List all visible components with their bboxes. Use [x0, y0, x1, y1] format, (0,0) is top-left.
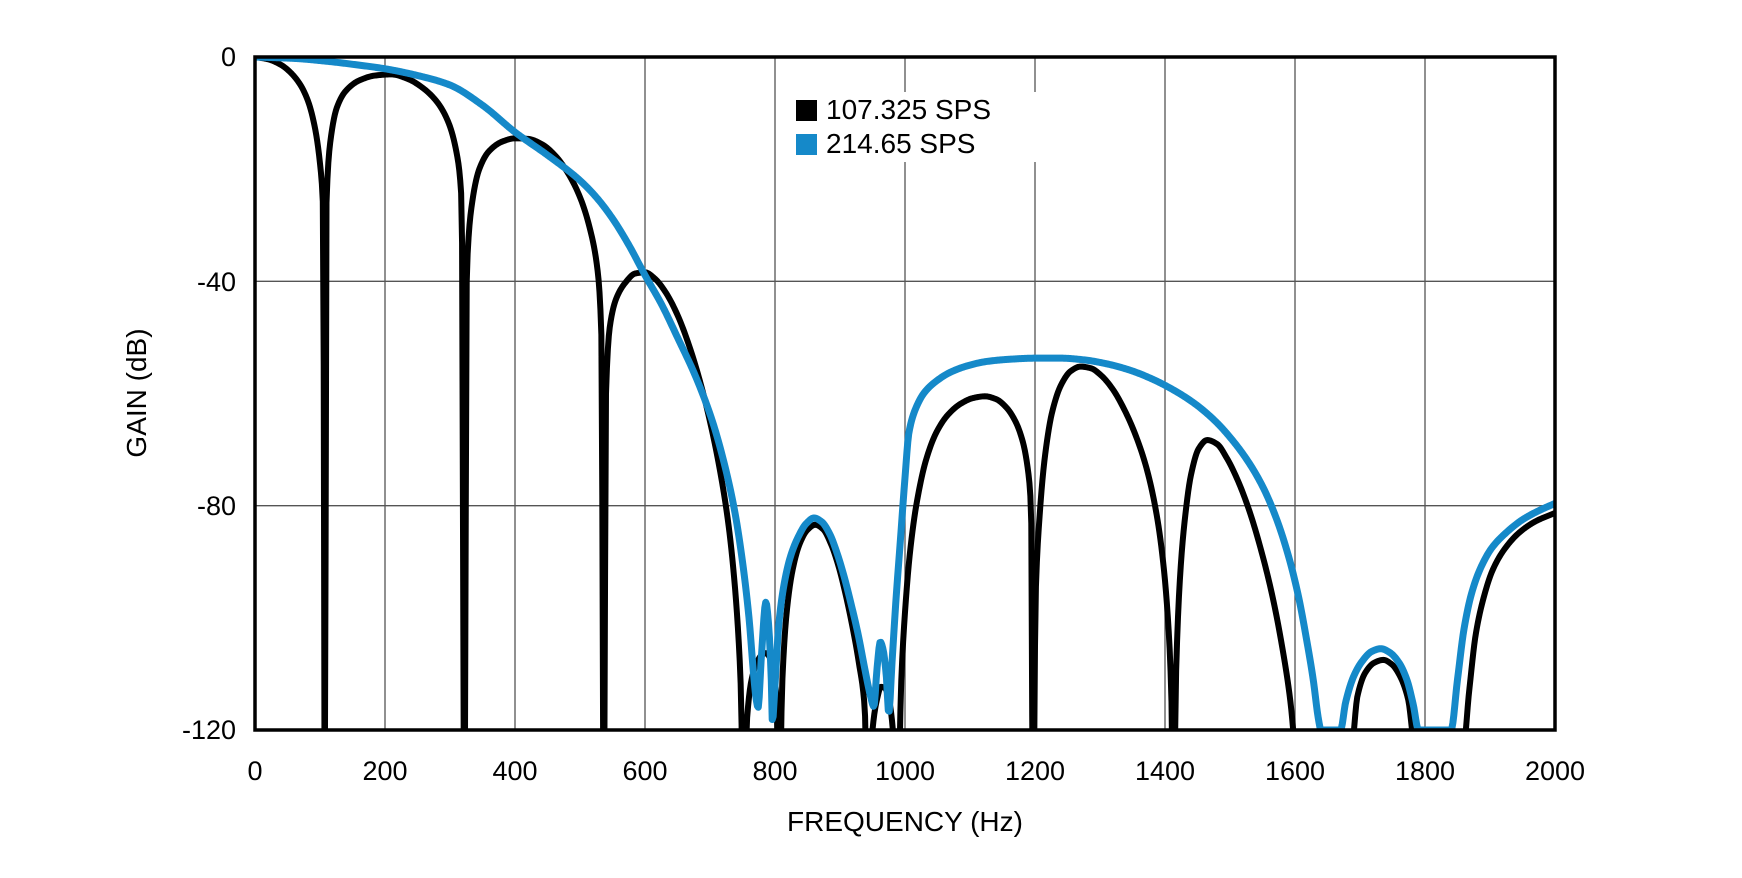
x-tick-label-800: 800 — [752, 756, 798, 786]
x-tick-label-1200: 1200 — [1004, 756, 1066, 786]
x-tick-label-1600: 1600 — [1264, 756, 1326, 786]
x-tick-label-1800: 1800 — [1394, 756, 1456, 786]
x-tick-label-600: 600 — [622, 756, 668, 786]
x-tick-label-1400: 1400 — [1134, 756, 1196, 786]
legend-item-214sps: 214.65 SPS — [788, 128, 1042, 160]
x-tick-label-2000: 2000 — [1524, 756, 1586, 786]
y-tick-label-120: -120 — [181, 715, 236, 745]
y-axis-title: GAIN (dB) — [121, 328, 152, 458]
legend: 107.325 SPS 214.65 SPS — [788, 92, 1042, 162]
curves — [255, 57, 1555, 730]
y-tick-label-80: -80 — [196, 491, 236, 521]
series-curve-107sps — [255, 57, 1555, 730]
series-curve-214sps — [255, 57, 1555, 730]
plot-border — [253, 55, 1557, 732]
y-tick-label-40: -40 — [196, 267, 236, 297]
legend-label-214sps: 214.65 SPS — [826, 128, 976, 159]
x-tick-label-1000: 1000 — [874, 756, 936, 786]
legend-swatch-black-icon — [796, 99, 817, 121]
legend-item-107sps: 107.325 SPS — [788, 94, 1042, 126]
gridlines — [255, 57, 1555, 730]
legend-label-107sps: 107.325 SPS — [826, 94, 992, 125]
x-axis-title: FREQUENCY (Hz) — [787, 806, 1023, 837]
x-tick-label-400: 400 — [492, 756, 538, 786]
x-tick-label-0: 0 — [247, 756, 263, 786]
legend-swatch-blue-icon — [796, 133, 817, 155]
x-tick-label-200: 200 — [362, 756, 408, 786]
y-tick-label-0: 0 — [220, 42, 236, 72]
